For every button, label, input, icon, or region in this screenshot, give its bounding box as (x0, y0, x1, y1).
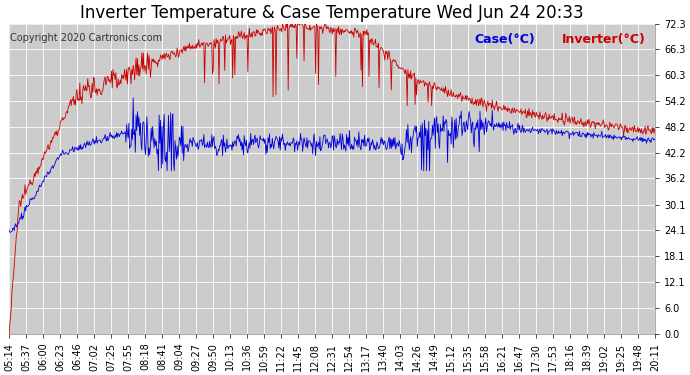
Text: Copyright 2020 Cartronics.com: Copyright 2020 Cartronics.com (10, 33, 163, 43)
Text: Case(°C): Case(°C) (474, 33, 535, 46)
Title: Inverter Temperature & Case Temperature Wed Jun 24 20:33: Inverter Temperature & Case Temperature … (80, 4, 584, 22)
Text: Inverter(°C): Inverter(°C) (562, 33, 645, 46)
